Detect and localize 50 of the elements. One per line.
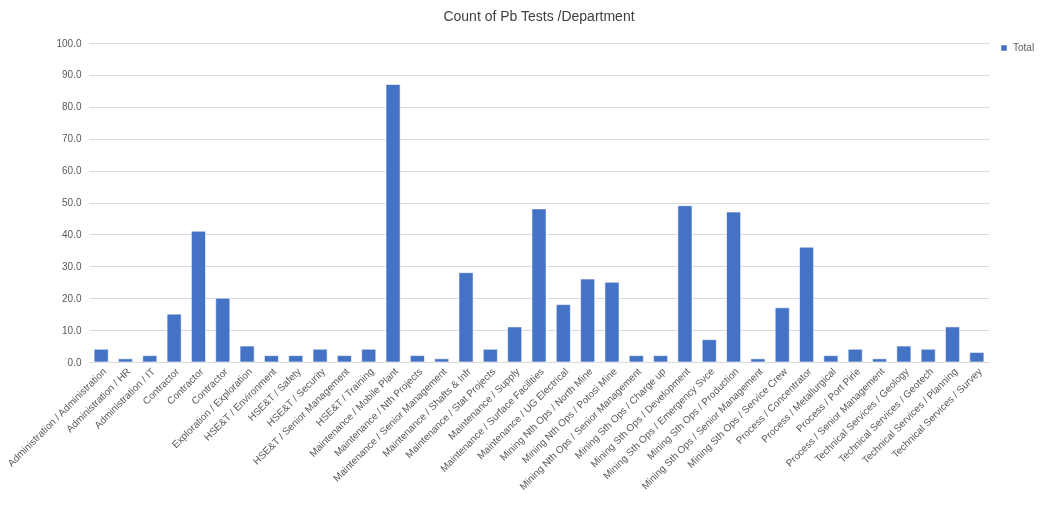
bar (701, 339, 717, 363)
bar (555, 304, 571, 363)
bar (385, 84, 401, 363)
y-tick-label: 90.0 (62, 69, 82, 81)
y-tick-label: 80.0 (62, 101, 82, 113)
bar (847, 348, 863, 363)
y-tick-label: 100.0 (56, 37, 82, 49)
bar (142, 355, 158, 363)
y-tick-label: 20.0 (62, 292, 82, 304)
bar (726, 211, 741, 363)
y-tick-label: 60.0 (62, 165, 82, 177)
y-tick-label: 30.0 (62, 260, 82, 272)
bar (264, 355, 279, 363)
bar (239, 345, 255, 363)
bar (774, 307, 790, 363)
bar (531, 208, 547, 363)
bar (191, 230, 206, 363)
bar (799, 246, 814, 363)
bar (118, 358, 133, 363)
bar (410, 355, 425, 363)
bar (507, 326, 523, 363)
chart-title: Count of Pb Tests /Department (443, 8, 635, 24)
bar (312, 348, 328, 363)
bar (920, 348, 936, 363)
bar (337, 355, 352, 363)
y-tick-label: 50.0 (62, 197, 82, 208)
bar (215, 297, 231, 363)
bar (483, 348, 498, 363)
bar (896, 345, 912, 363)
y-tick-label: 40.0 (62, 228, 82, 240)
bar (361, 348, 377, 363)
bar (288, 355, 304, 363)
bar (872, 358, 887, 363)
bar (677, 205, 693, 363)
bar (93, 348, 109, 363)
bar (750, 358, 766, 363)
bar (969, 352, 985, 363)
bar (458, 272, 474, 363)
bar (580, 278, 595, 363)
y-tick-label: 10.0 (62, 324, 82, 336)
bar (604, 281, 620, 363)
bar (945, 326, 960, 363)
legend-label: Total (1013, 42, 1035, 53)
bar (653, 355, 668, 363)
y-tick-label: 70.0 (62, 133, 82, 145)
y-tick-label: 0.0 (67, 356, 82, 368)
bar (823, 355, 839, 363)
bar (166, 313, 182, 363)
bar (628, 355, 644, 363)
bar (434, 358, 450, 363)
